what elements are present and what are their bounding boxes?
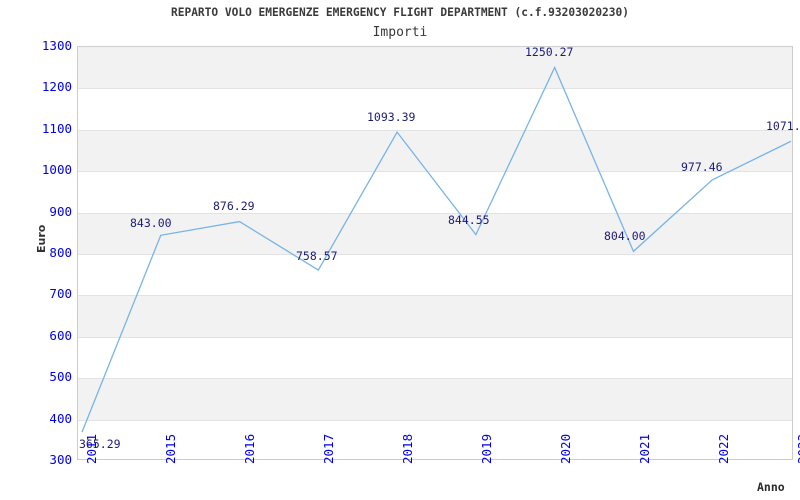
y-axis-tick-label: 400 bbox=[49, 410, 72, 426]
y-axis-tick-label: 1300 bbox=[41, 38, 72, 53]
x-axis-tick-label: 2016 bbox=[242, 433, 257, 464]
gridline bbox=[78, 130, 792, 131]
gridline bbox=[78, 420, 792, 421]
y-axis-tick-label: 700 bbox=[49, 286, 72, 302]
background-band bbox=[78, 378, 792, 420]
background-band bbox=[78, 129, 792, 172]
y-axis-tick-label: 800 bbox=[49, 245, 72, 260]
background-band bbox=[78, 295, 792, 337]
page-title: REPARTO VOLO EMERGENZE EMERGENCY FLIGHT … bbox=[170, 6, 629, 19]
gridline bbox=[78, 213, 792, 214]
x-axis-tick-label: 2015 bbox=[163, 433, 178, 464]
gridline bbox=[78, 295, 792, 296]
gridline bbox=[78, 254, 792, 255]
y-axis-tick-label: 1000 bbox=[41, 162, 72, 178]
background-band bbox=[78, 47, 792, 89]
gridline bbox=[78, 337, 792, 338]
y-axis-tick-label: 1200 bbox=[41, 79, 72, 95]
x-axis-tick-label: 2011 bbox=[84, 433, 99, 464]
gridline bbox=[78, 378, 792, 379]
x-axis-tick-label: 2018 bbox=[400, 433, 415, 464]
plot-area bbox=[77, 46, 793, 460]
y-axis-tick-label: 1100 bbox=[41, 120, 72, 136]
x-axis-tick-label: 2019 bbox=[479, 433, 494, 464]
series-line bbox=[78, 47, 792, 459]
y-axis-tick-label: 600 bbox=[49, 327, 72, 343]
x-axis-tick-label: 2017 bbox=[321, 433, 336, 464]
background-band bbox=[78, 212, 792, 254]
x-axis-tick-label: 2021 bbox=[637, 433, 652, 464]
y-axis-tick-label: 300 bbox=[49, 452, 72, 467]
chart-subtitle: Importi bbox=[372, 25, 428, 40]
y-axis-tick-label: 900 bbox=[49, 203, 72, 219]
x-axis-tick-label: 2022 bbox=[716, 433, 731, 464]
x-axis-title: Anno bbox=[757, 480, 785, 494]
y-axis: 1300 1200 1100 1000 900 800 700 600 500 400 300 bbox=[0, 0, 72, 500]
gridline bbox=[78, 88, 792, 89]
gridline bbox=[78, 171, 792, 172]
y-axis-title: Euro bbox=[35, 224, 48, 253]
x-axis-tick-label: 2020 bbox=[558, 433, 573, 464]
y-axis-tick-label: 500 bbox=[49, 369, 72, 385]
